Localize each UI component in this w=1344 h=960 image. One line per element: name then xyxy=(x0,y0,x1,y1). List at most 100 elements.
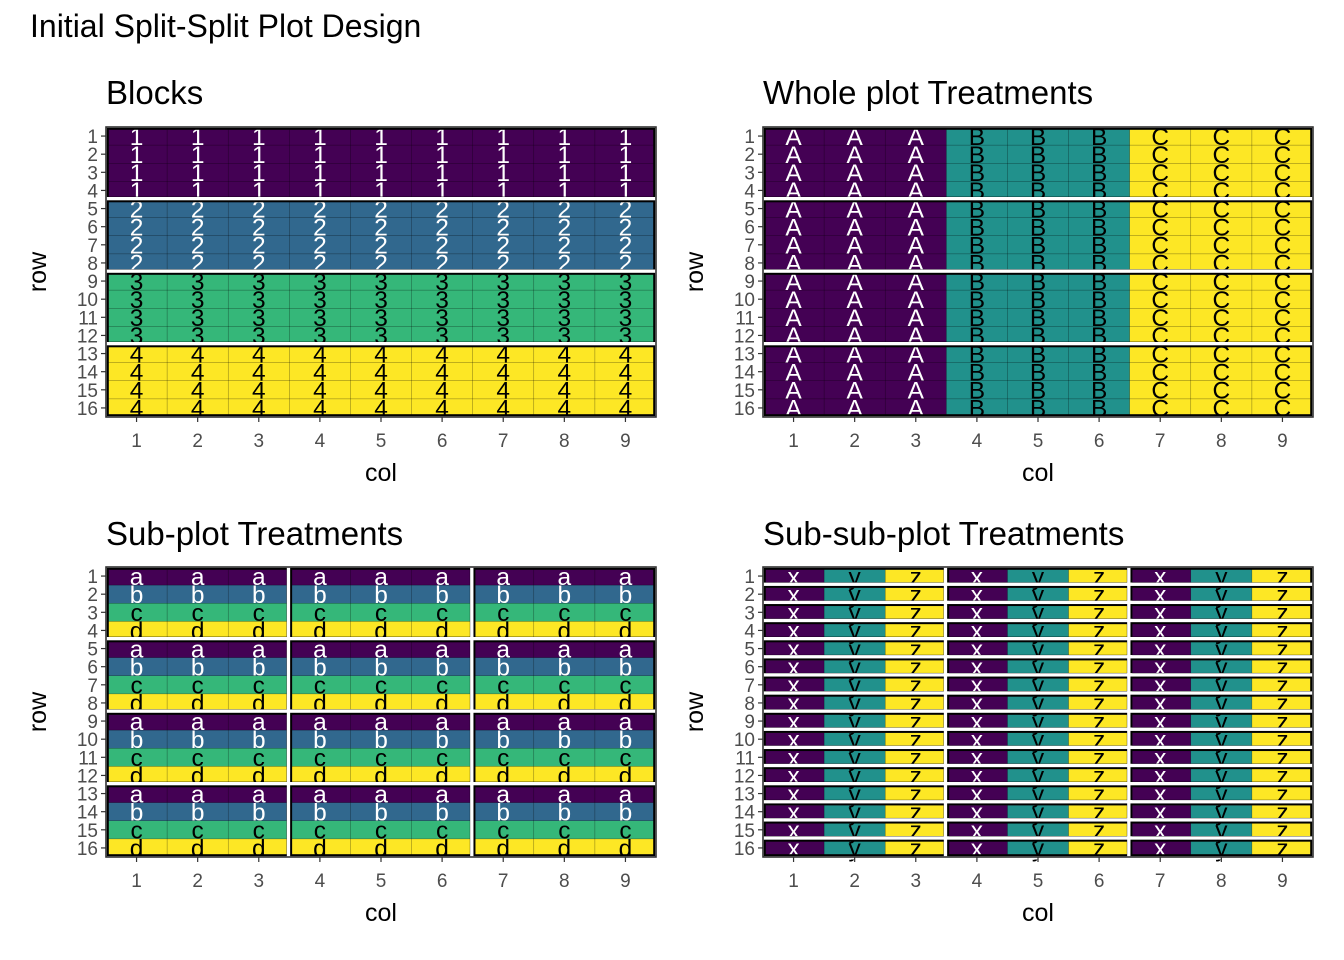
heatmap-cell xyxy=(594,253,657,273)
cell-label: C xyxy=(1274,214,1292,241)
cell-label: a xyxy=(435,564,449,591)
heatmap-cell xyxy=(1129,290,1192,309)
cell-label: 2 xyxy=(435,214,449,241)
cell-label: B xyxy=(1030,196,1046,223)
cell-label: 1 xyxy=(558,142,572,169)
heatmap-cell xyxy=(106,693,168,713)
heatmap-cell xyxy=(1190,127,1253,146)
x-tick-label: 7 xyxy=(1155,871,1166,892)
heatmap-cell xyxy=(350,181,412,200)
group-frame xyxy=(106,345,656,417)
y-tick-label: 8 xyxy=(87,254,98,275)
cell-label: c xyxy=(436,673,448,700)
heatmap-cell xyxy=(946,253,1008,273)
heatmap-cell xyxy=(167,675,229,695)
heatmap-cell xyxy=(350,639,412,659)
cell-label: b xyxy=(252,799,266,826)
heatmap-cell xyxy=(167,380,229,400)
heatmap-cell xyxy=(106,344,168,364)
heatmap-cell xyxy=(472,784,535,804)
cell-label: C xyxy=(1151,359,1169,386)
cell-label: B xyxy=(969,341,985,368)
heatmap-cell xyxy=(533,308,596,327)
heatmap-cell xyxy=(411,235,474,255)
cell-label: b xyxy=(496,654,510,681)
cell-label: c xyxy=(253,673,265,700)
heatmap-cell xyxy=(228,675,290,695)
cell-label: b xyxy=(558,727,572,754)
figure-title: Initial Split-Split Plot Design xyxy=(30,8,422,44)
heatmap-cell xyxy=(106,621,168,640)
cell-label: 1 xyxy=(374,142,388,169)
heatmap-cell xyxy=(533,145,596,164)
x-axis: 1 2 3 4 5 6 7 8 9 xyxy=(131,417,631,452)
cell-label: C xyxy=(1151,214,1169,241)
heatmap-cell xyxy=(1251,145,1314,164)
heatmap-cell xyxy=(824,693,886,713)
heatmap-cell xyxy=(228,235,290,255)
cell-label: 1 xyxy=(558,160,572,187)
cell-label: c xyxy=(619,600,631,627)
cell-label: b xyxy=(191,799,205,826)
cell-label: 3 xyxy=(313,305,327,332)
cell-label: C xyxy=(1274,305,1292,332)
y-tick-label: 5 xyxy=(744,640,755,661)
heatmap-cell xyxy=(106,163,168,182)
heatmap-cell xyxy=(946,730,1008,749)
heatmap-cell xyxy=(946,217,1008,237)
cell-label: B xyxy=(1091,269,1107,296)
heatmap-cell xyxy=(594,344,657,364)
heatmap-cell xyxy=(472,675,535,695)
cell-label: 4 xyxy=(374,378,388,405)
x-axis-title: col xyxy=(1022,899,1054,927)
heatmap-cell xyxy=(472,585,535,604)
cell-label: 3 xyxy=(313,269,327,296)
heatmap-cell xyxy=(763,585,825,604)
cell-label: c xyxy=(497,745,509,772)
heatmap-cell xyxy=(763,693,825,713)
heatmap-cell xyxy=(885,820,947,840)
heatmap-cell xyxy=(946,163,1008,182)
heatmap-cell xyxy=(594,217,657,237)
cell-label: c xyxy=(130,745,142,772)
y-tick-label: 14 xyxy=(734,363,756,384)
cell-label: b xyxy=(619,654,633,681)
heatmap-cell xyxy=(411,199,474,219)
y-tick-label: 2 xyxy=(744,585,755,606)
heatmap-cell xyxy=(228,398,290,418)
y-tick-label: 15 xyxy=(734,381,755,402)
cell-label: c xyxy=(314,745,326,772)
heatmap-cell xyxy=(1068,145,1131,164)
heatmap-cell xyxy=(1129,235,1192,255)
heatmap-cell xyxy=(1007,748,1069,767)
cell-label: a xyxy=(558,781,572,808)
heatmap-cell xyxy=(763,326,825,345)
heatmap-cell xyxy=(1190,766,1253,785)
heatmap-cell xyxy=(946,308,1008,327)
heatmap-cell xyxy=(533,235,596,255)
heatmap-cell xyxy=(824,784,886,804)
heatmap-cell xyxy=(106,730,168,749)
heatmap-cell xyxy=(106,145,168,164)
heatmap-cell xyxy=(885,308,947,327)
heatmap-cell xyxy=(824,127,886,146)
heatmap-cell xyxy=(946,838,1008,858)
heatmap-cell xyxy=(350,838,412,858)
heatmap-cell xyxy=(167,784,229,804)
heatmap-cell xyxy=(594,639,657,659)
x-tick-label: 4 xyxy=(315,431,326,452)
heatmap-cell xyxy=(1068,398,1131,418)
x-tick-label: 1 xyxy=(131,871,142,892)
cell-label: 4 xyxy=(558,341,572,368)
y-tick-label: 10 xyxy=(734,730,755,751)
heatmap-cell xyxy=(1129,127,1192,146)
cell-label: B xyxy=(1030,287,1046,314)
cell-label: 3 xyxy=(191,287,205,314)
heatmap-cell xyxy=(824,308,886,327)
cell-label: 4 xyxy=(191,359,205,386)
y-tick-label: 3 xyxy=(744,603,755,624)
cell-label: 4 xyxy=(130,341,144,368)
heatmap-cell xyxy=(167,567,229,586)
heatmap-cell xyxy=(411,748,474,767)
y-tick-label: 1 xyxy=(744,567,755,588)
